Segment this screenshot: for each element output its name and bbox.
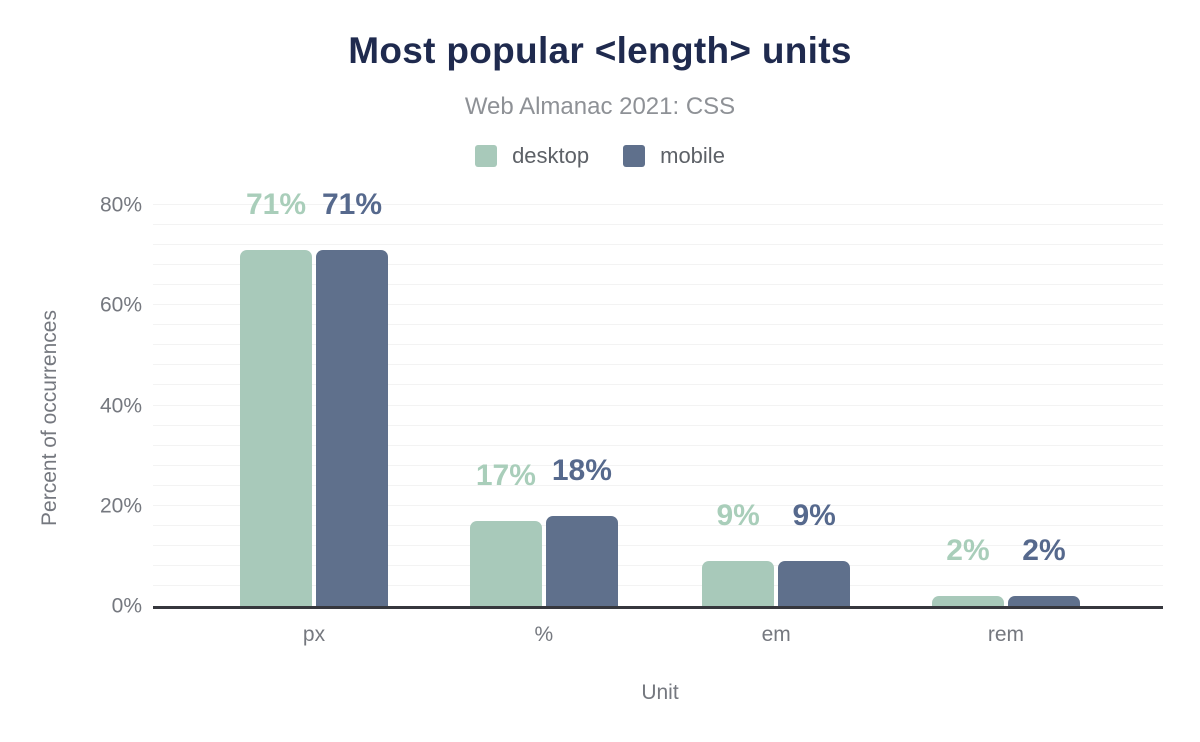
gridline [153,584,1163,586]
value-label-mobile-em: 9% [792,498,836,532]
legend-label-mobile: mobile [660,143,725,168]
y-tick-label: 20% [99,494,142,518]
value-label-desktop-px: 71% [245,188,307,222]
value-label-mobile-%: 18% [551,453,612,487]
x-axis-tick-labels: px% em rem [153,620,1163,646]
gridline [153,464,1163,466]
chart-subtitle: Web Almanac 2021: CSS [464,93,736,120]
gridline [153,364,1163,366]
legend-swatch-desktop [475,145,498,167]
bar-desktop-px [239,250,312,606]
y-axis-tick-labels: 0% 20% 40% 60% 80% [0,195,142,617]
y-tick-label: 80% [99,193,142,217]
legend-item-desktop: desktop [475,143,589,169]
x-axis-title: Unit [641,681,679,704]
legend-label-desktop: desktop [512,143,590,168]
bar-mobile-% [545,515,618,606]
x-tick-label-%: % [534,623,554,646]
chart-title: Most popular <length> units [348,30,852,71]
value-label-desktop-%: 17% [475,458,536,492]
legend: desktop mobile [0,143,1200,169]
bar-mobile-px [315,250,388,606]
x-tick-label-em: em [761,623,791,646]
gridline [153,244,1163,246]
gridline [153,344,1163,346]
value-label-desktop-em: 9% [716,498,760,532]
gridline [153,264,1163,266]
legend-item-mobile: mobile [623,143,725,169]
gridline [153,544,1163,546]
x-tick-label-px: px [302,623,326,646]
value-label-mobile-rem: 2% [1022,533,1066,567]
gridline [153,524,1163,526]
plot-area: 71% 17% 9% 2% 71% 18% 9% 2% [153,190,1163,609]
y-tick-label: 0% [111,594,142,618]
gridline [153,504,1163,506]
gridline [153,204,1163,205]
gridline [153,384,1163,386]
gridline [153,224,1163,226]
gridline [153,564,1163,566]
value-label-mobile-px: 71% [321,188,383,222]
bar-desktop-% [469,520,542,606]
x-tick-label-rem: rem [987,623,1025,646]
gridline [153,284,1163,286]
gridline [153,324,1163,326]
bar-mobile-em [778,560,851,606]
bar-desktop-rem [931,595,1004,606]
value-label-desktop-rem: 2% [946,533,990,567]
gridline [153,484,1163,486]
bar-desktop-em [702,560,775,606]
bar-mobile-rem [1007,595,1080,606]
legend-swatch-mobile [623,145,646,167]
gridline [153,304,1163,306]
gridline [153,404,1163,406]
y-tick-label: 60% [99,293,142,317]
gridline [153,444,1163,446]
y-tick-label: 40% [99,394,142,417]
gridline [153,424,1163,426]
